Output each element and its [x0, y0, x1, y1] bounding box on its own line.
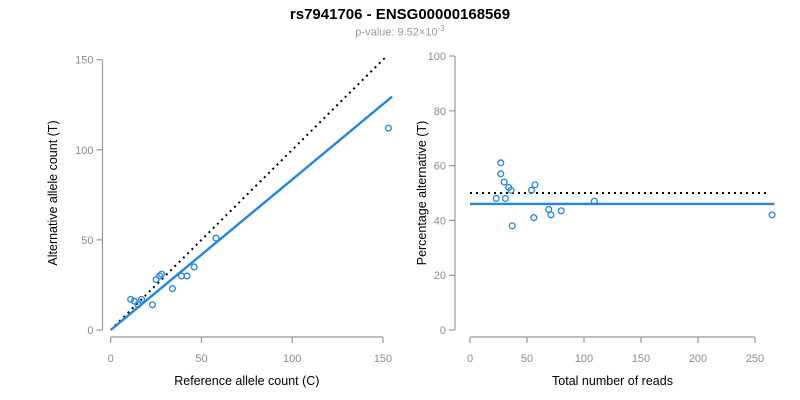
- y-tick-label: 100: [428, 51, 446, 63]
- data-point: [530, 214, 538, 222]
- percentage-vs-reads-scatter: 0 20 40 60 80 100 0 50 100 150 200 250 Total number …: [415, 51, 776, 388]
- subtitle-pvalue-text: p-value: 9.52×10: [355, 26, 438, 39]
- data-point: [130, 297, 138, 305]
- data-point: [138, 295, 146, 303]
- data-point: [497, 159, 505, 167]
- fit-line: [109, 95, 393, 331]
- x-axis-title: Total number of reads: [552, 374, 673, 388]
- data-point: [590, 197, 598, 205]
- y-tick-label: 50: [81, 235, 93, 247]
- data-point: [508, 222, 516, 230]
- data-point: [157, 270, 166, 278]
- x-tick-label: 0: [467, 353, 473, 365]
- data-point: [500, 178, 508, 186]
- data-point: [507, 186, 515, 194]
- data-point: [183, 272, 191, 280]
- x-tick-label: 50: [521, 353, 533, 365]
- data-point: [528, 186, 536, 194]
- page-title: rs7941706 - ENSG00000168569: [289, 6, 511, 23]
- y-tick-label: 60: [434, 161, 446, 173]
- y-tick-label: 80: [434, 106, 446, 118]
- data-point: [547, 211, 555, 219]
- y-axis-title: Percentage alternative (T): [415, 121, 429, 266]
- data-point: [531, 181, 539, 189]
- data-point: [168, 285, 176, 293]
- y-tick-label: 100: [75, 145, 93, 157]
- x-axis-title: Reference allele count (C): [174, 374, 319, 388]
- data-point: [492, 194, 500, 203]
- data-point: [127, 295, 135, 303]
- data-point: [134, 301, 142, 309]
- y-tick-label: 0: [87, 325, 93, 337]
- x-tick-label: 50: [195, 353, 207, 365]
- y-tick-label: 0: [440, 325, 446, 337]
- data-point: [190, 263, 198, 271]
- data-point: [156, 272, 164, 280]
- allele-counts-scatter: 0 50 100 150 0 50 100 150 Reference allele count…: [46, 55, 393, 388]
- x-tick-label: 150: [632, 353, 650, 365]
- x-tick-label: 100: [575, 353, 593, 365]
- subtitle-exponent: -3: [437, 24, 445, 33]
- page-subtitle: p-value: 9.52×10-3: [0, 24, 800, 39]
- data-point: [557, 207, 565, 215]
- data-point: [384, 124, 392, 132]
- y-tick-label: 150: [75, 55, 93, 67]
- data-point: [212, 234, 220, 242]
- x-tick-label: 200: [689, 353, 707, 365]
- data-point: [148, 301, 157, 309]
- data-point: [497, 170, 505, 178]
- identity-line: [109, 55, 388, 331]
- x-tick-label: 150: [374, 353, 392, 365]
- data-point: [152, 275, 160, 284]
- data-point: [768, 211, 776, 219]
- x-tick-label: 100: [283, 353, 301, 365]
- y-tick-label: 20: [434, 270, 446, 282]
- x-tick-label: 250: [746, 353, 764, 365]
- y-tick-label: 40: [434, 215, 446, 227]
- x-tick-label: 0: [108, 353, 114, 365]
- data-point: [501, 194, 509, 203]
- y-axis-title: Alternative allele count (T): [46, 120, 60, 265]
